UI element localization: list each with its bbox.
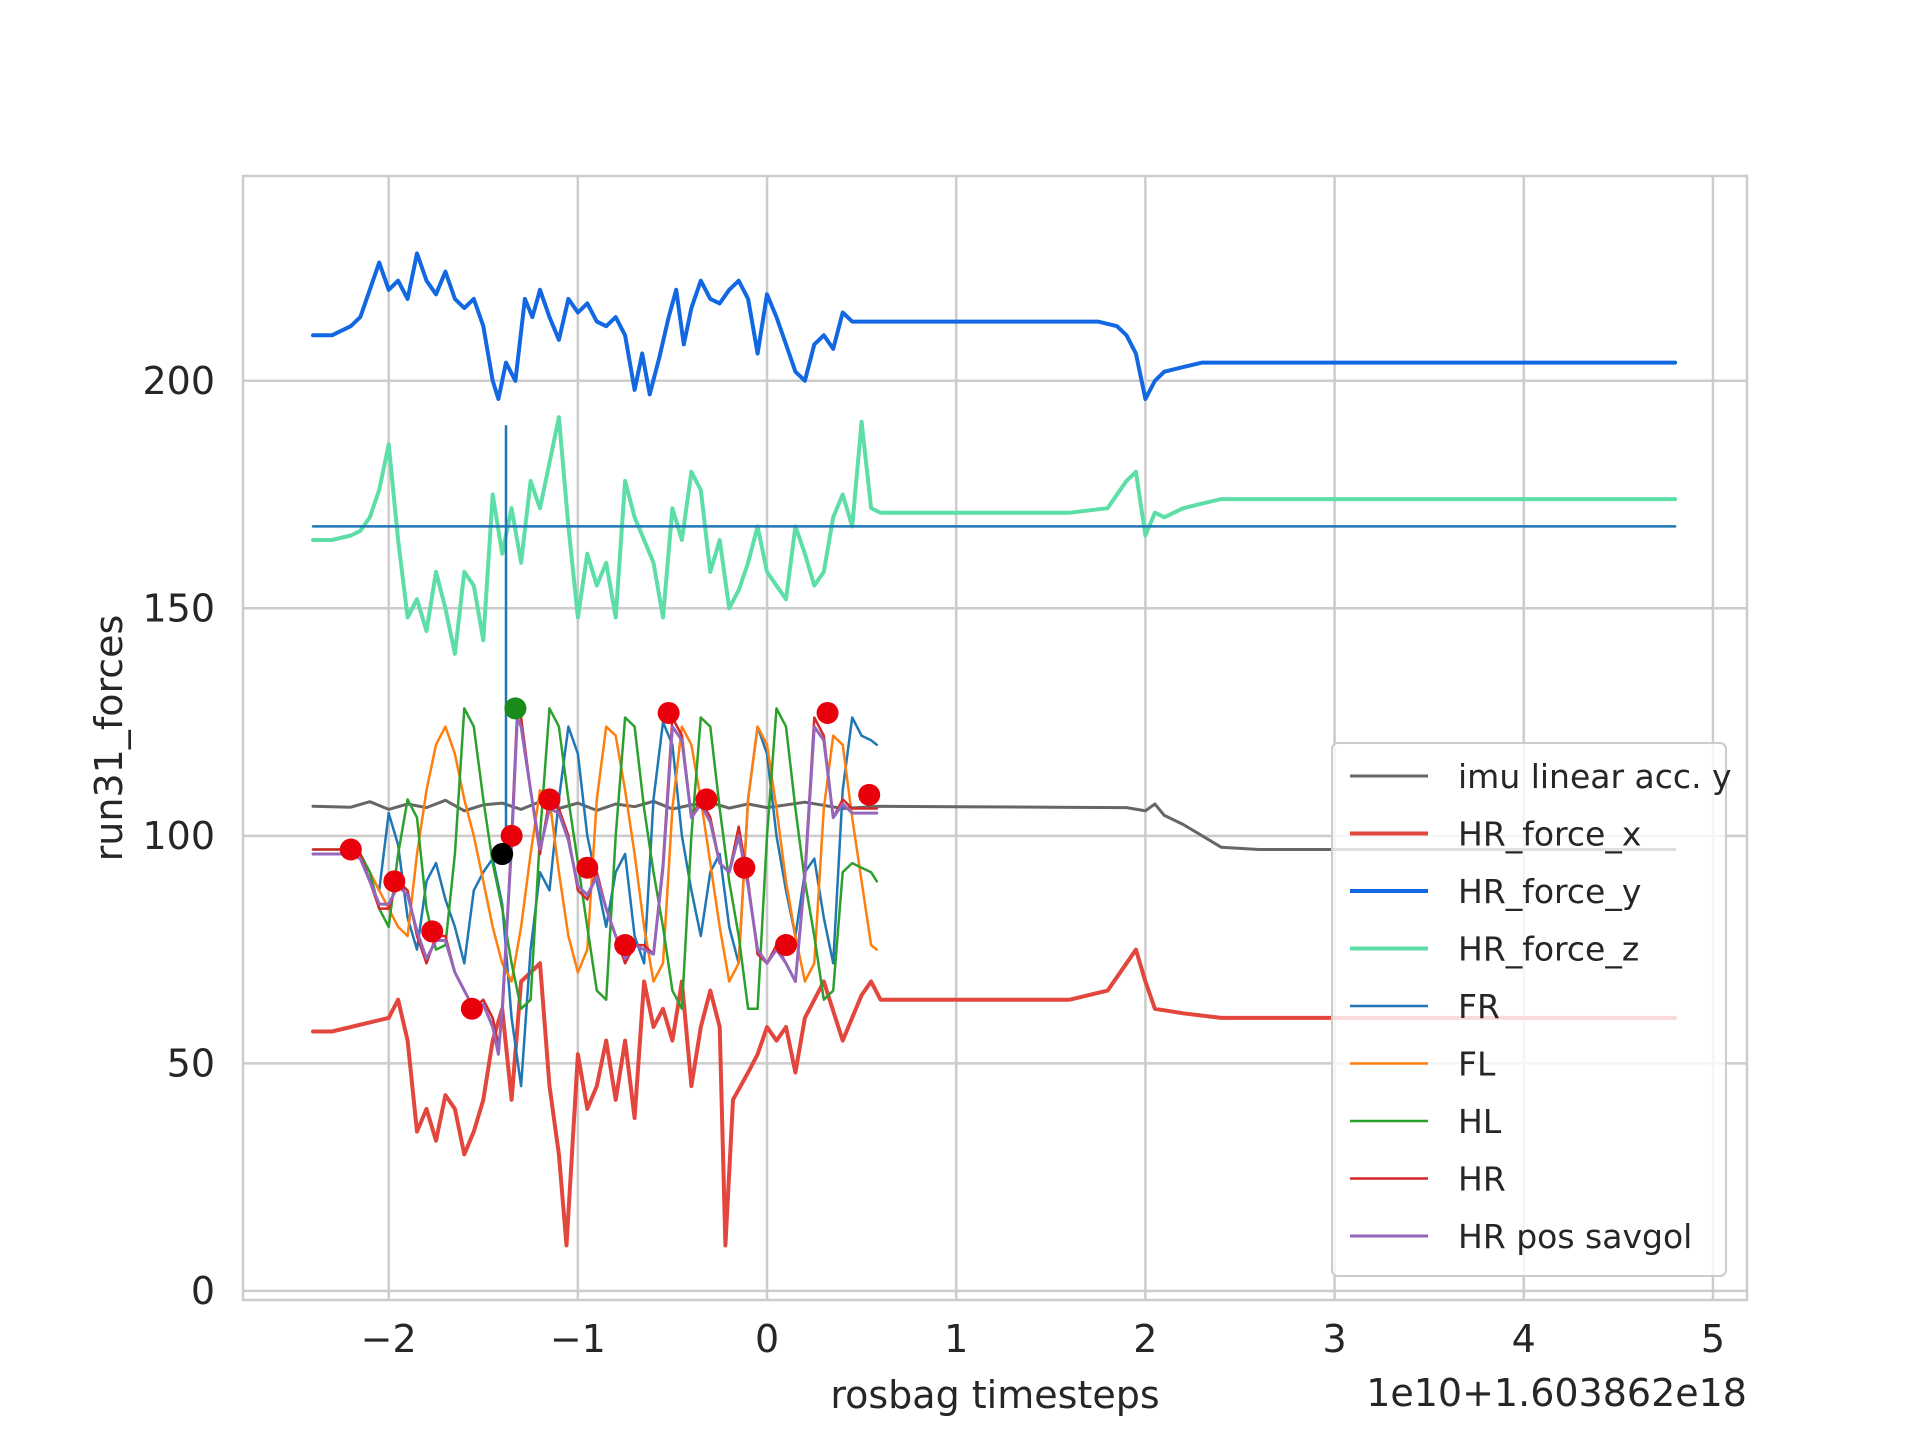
scatter-marker: [695, 788, 718, 811]
x-tick-label: −2: [361, 1317, 417, 1361]
legend-label: HR_force_y: [1458, 872, 1641, 911]
legend-label: HR pos savgol: [1458, 1217, 1692, 1256]
legend-label: HL: [1458, 1102, 1502, 1141]
y-tick-label: 100: [142, 814, 215, 858]
series-line-hl: [311, 707, 879, 1011]
scatter-marker: [816, 701, 839, 724]
legend-box: [1331, 742, 1727, 1277]
x-tick-label: −1: [550, 1317, 606, 1361]
scatter-marker: [383, 870, 406, 893]
scatter-marker: [774, 934, 797, 957]
x-tick-label: 0: [755, 1317, 779, 1361]
series-lines: [311, 251, 1678, 1248]
scatter-markers: [339, 697, 881, 1020]
series-line-hr-force-x: [311, 947, 1678, 1248]
x-tick-label: 4: [1512, 1317, 1536, 1361]
series-line-fr: [311, 716, 879, 1088]
y-tick-label: 0: [191, 1269, 215, 1313]
legend-label: imu linear acc. y: [1458, 757, 1732, 796]
legend-label: HR_force_z: [1458, 930, 1639, 969]
y-tick-label: 150: [142, 586, 215, 630]
scatter-marker: [858, 783, 881, 806]
legend-label: FR: [1458, 987, 1500, 1026]
scatter-marker: [491, 843, 514, 866]
x-offset-label: 1e10+1.603862e18: [1366, 1371, 1747, 1415]
scatter-marker: [576, 856, 599, 879]
scatter-marker: [500, 824, 523, 847]
y-tick-label: 200: [142, 359, 215, 403]
y-axis-label: run31_forces: [87, 615, 131, 862]
scatter-marker: [733, 856, 756, 879]
legend-label: HR: [1458, 1160, 1506, 1199]
x-tick-label: 2: [1133, 1317, 1157, 1361]
y-tick-label: 50: [167, 1041, 215, 1085]
x-axis-label: rosbag timesteps: [830, 1373, 1159, 1417]
legend: imu linear acc. y HR_force_x HR_force_y HR_…: [1331, 742, 1732, 1277]
scatter-marker: [538, 788, 561, 811]
legend-label: FL: [1458, 1045, 1496, 1084]
scatter-marker: [504, 697, 527, 720]
legend-label: HR_force_x: [1458, 815, 1641, 854]
series-line-hr-force-y: [311, 251, 1678, 401]
series-line-hr-pos-savgol: [311, 716, 879, 1056]
x-tick-label: 1: [944, 1317, 968, 1361]
scatter-marker: [460, 997, 483, 1020]
scatter-marker: [421, 920, 444, 943]
x-tick-label: 5: [1701, 1317, 1725, 1361]
scatter-marker: [339, 838, 362, 861]
series-line-hr-force-z: [311, 415, 1678, 656]
scatter-marker: [657, 701, 680, 724]
x-tick-label: 3: [1322, 1317, 1346, 1361]
scatter-marker: [614, 934, 637, 957]
series-line-fl: [311, 725, 879, 983]
